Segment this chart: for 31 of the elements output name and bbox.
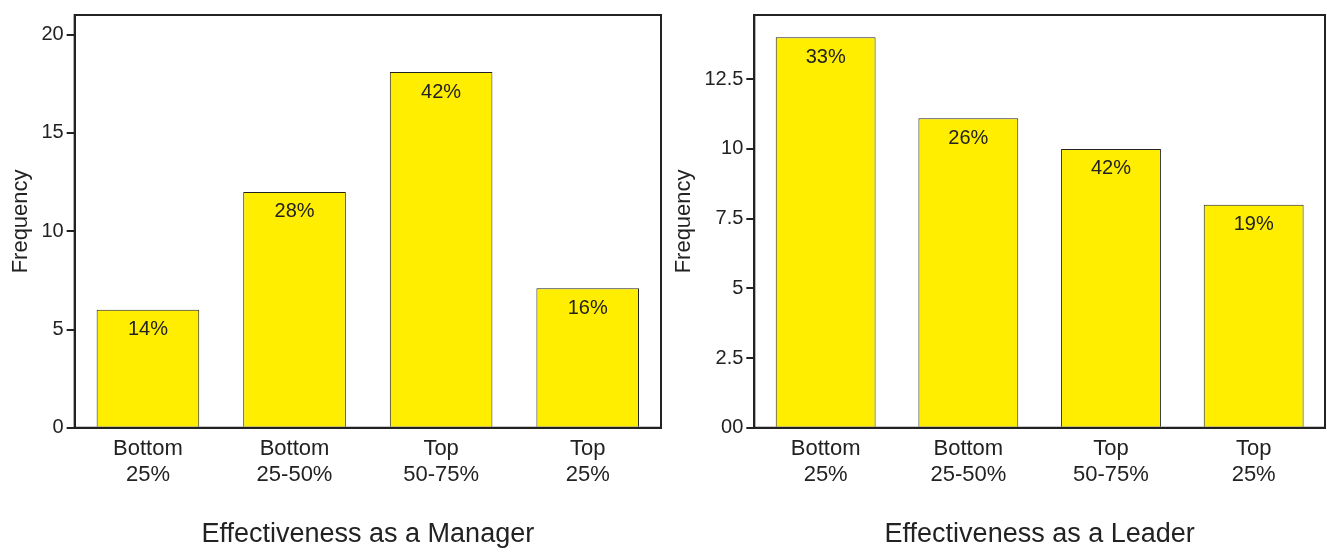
y-tick-label: 7.5 bbox=[715, 206, 744, 229]
annotation: 42% bbox=[1090, 156, 1132, 179]
annotation: 28% bbox=[274, 199, 315, 222]
y-tick-label: 20 bbox=[41, 22, 64, 45]
x-tick-label: Bottom 25% bbox=[790, 435, 861, 487]
y-axis-title: Frequency bbox=[670, 169, 696, 274]
y-tick-label: 15 bbox=[41, 120, 64, 143]
annotation: 16% bbox=[567, 295, 608, 318]
x-tick-label: Top 50-75% bbox=[403, 435, 480, 487]
annotation: 33% bbox=[805, 44, 846, 67]
y-tick-label: 5 bbox=[732, 275, 744, 298]
annotation: 26% bbox=[948, 125, 989, 148]
x-axis-title: Effectiveness as a Leader bbox=[884, 518, 1195, 549]
annotation: 42% bbox=[421, 79, 462, 102]
y-tick-label: 0 bbox=[52, 415, 64, 438]
y-tick-label: 5 bbox=[52, 317, 64, 340]
annotation: 14% bbox=[127, 317, 169, 340]
x-tick-label: Bottom 25-50% bbox=[256, 435, 333, 487]
annotation: 19% bbox=[1233, 212, 1274, 235]
x-tick-label: Top 50-75% bbox=[1073, 435, 1149, 487]
x-tick-label: Top 25% bbox=[565, 435, 610, 487]
y-tick-label: 2.5 bbox=[715, 345, 744, 368]
y-axis-title: Frequency bbox=[7, 169, 33, 274]
y-tick-label: 00 bbox=[721, 415, 744, 438]
x-tick-label: Bottom 25-50% bbox=[930, 435, 1007, 487]
x-tick-label: Top 25% bbox=[1231, 435, 1276, 487]
y-tick-label: 12.5 bbox=[704, 66, 744, 89]
y-tick-label: 10 bbox=[41, 218, 64, 241]
x-axis-title: Effectiveness as a Manager bbox=[201, 518, 535, 549]
y-tick-label: 10 bbox=[721, 136, 744, 159]
x-tick-label: Bottom 25% bbox=[113, 435, 183, 487]
